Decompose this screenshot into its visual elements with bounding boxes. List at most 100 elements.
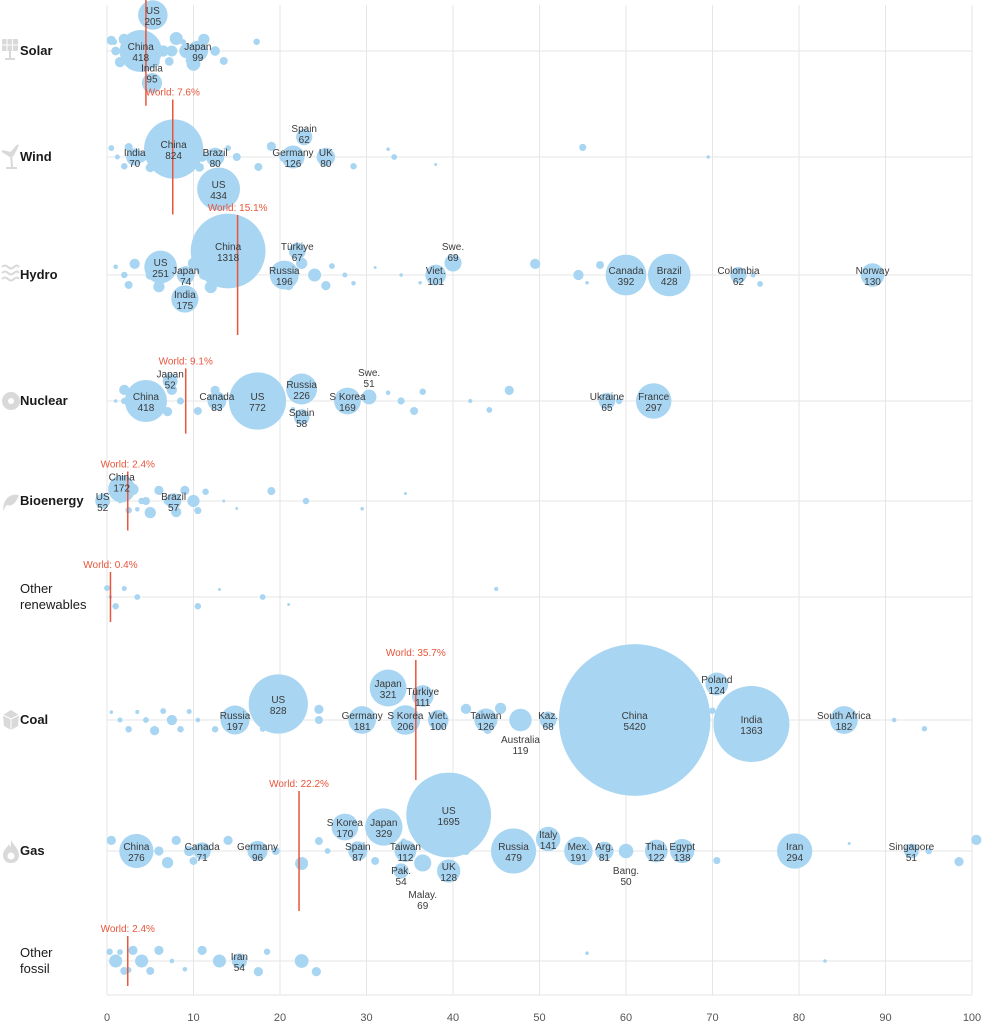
bubble-country-label: Taiwan [470,711,501,722]
bubble-canada [207,391,227,411]
bubble [128,945,138,955]
bubble-country-label: Russia [286,380,317,391]
bubble [925,847,933,855]
bubble-pak- [393,863,409,879]
bubble-label-group: Viet.101 [426,266,446,288]
bubble-country-label: China [161,140,188,151]
bubble [223,835,233,845]
bubble-value-label: 479 [505,853,522,864]
bubble [757,281,763,287]
bubble-bang- [618,843,634,859]
row-label: Nuclear [20,393,68,408]
bubble [106,835,116,845]
bubble [121,585,127,592]
bubble [750,272,756,278]
bubble-japan [369,669,407,707]
bubble [823,959,827,963]
bubble-swe- [444,254,462,272]
bubble-country-label: China [622,711,649,722]
bubble-value-label: 111 [415,698,431,709]
bubble [386,147,390,151]
bubble [311,967,321,977]
x-tick-label: 70 [706,1012,718,1024]
bubble [253,967,263,977]
bubble-value-label: 128 [440,873,457,884]
bubble-country-label: Poland [701,675,732,686]
bubble-value-label: 57 [168,503,180,514]
bubble [709,707,716,714]
bubble-taiwan [474,708,498,732]
bubble-india [713,685,790,763]
x-tick-label: 80 [793,1012,805,1024]
bubble-value-label: 392 [618,277,635,288]
bubble-spain [348,841,368,861]
bubble-country-label: Italy [539,830,557,841]
world-average-label: World: 2.4% [101,459,155,470]
bubble [585,951,589,956]
bubble [197,945,207,955]
bubble-swe- [361,389,377,405]
bubble [143,717,149,723]
bubble-value-label: 67 [292,253,304,264]
bubble [266,141,276,152]
bubble [113,264,118,269]
bubble-value-label: 96 [252,853,264,864]
bubble-uk [437,859,461,883]
bubble-value-label: 297 [645,403,662,414]
bubble-country-label: Germany [237,842,278,853]
bubble [193,407,202,415]
bubble [180,39,187,45]
bubble [115,48,122,54]
bubble [104,585,110,591]
bubble-country-label: Egypt [669,842,695,853]
bubble [232,153,241,161]
bubble-country-label: China [215,242,242,253]
bubble [971,834,982,845]
bubble-country-label: Mex. [568,842,590,853]
bubble-value-label: 434 [210,191,227,202]
bubble [308,268,322,282]
bubble-label-group: Swe.69 [442,242,464,264]
bubble-france [635,383,672,419]
bubble [302,497,310,505]
bubble-value-label: 196 [276,277,293,288]
row-label: Other renewables [20,581,87,612]
x-tick-label: 50 [533,1012,545,1024]
bubble-country-label: S Korea [387,711,424,722]
row-solar [106,0,260,94]
bubble [212,954,226,968]
bubble [460,703,472,714]
bubble-value-label: 119 [512,746,528,757]
bubble-value-label: 80 [320,159,332,170]
bubble-value-label: 124 [708,686,725,697]
bubble-value-label: 80 [210,159,222,170]
bubble [210,46,220,56]
bubble [494,586,499,591]
bubble-value-label: 69 [447,253,459,264]
world-average-label: World: 2.4% [101,924,155,935]
bubble-russia [491,828,537,874]
row-label-line: Other [20,945,53,960]
bubble-italy [535,826,561,852]
bubble-taiwan [394,840,417,862]
row-gas [106,772,982,883]
bubble [391,154,398,160]
bubble [125,507,132,514]
bubble-canada [605,254,647,296]
bubble [141,497,150,505]
bubble-country-label: US [212,180,226,191]
bubble-value-label: 1318 [217,253,240,264]
bubble [287,603,291,606]
bubble-value-label: 126 [478,722,495,733]
bubble [706,155,710,159]
